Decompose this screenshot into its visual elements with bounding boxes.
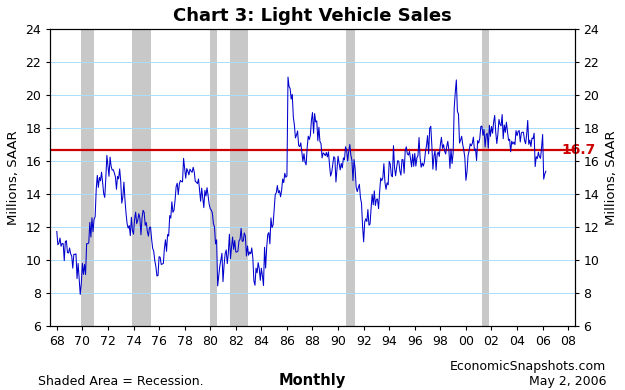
Y-axis label: Millions, SAAR: Millions, SAAR (7, 130, 20, 225)
Bar (132, 29, 151, 326)
Text: Monthly: Monthly (279, 373, 346, 388)
Bar (81, 29, 94, 326)
Text: 16.7: 16.7 (562, 143, 596, 157)
Bar (210, 29, 217, 326)
Bar (231, 29, 248, 326)
Text: Shaded Area = Recession.: Shaded Area = Recession. (38, 375, 203, 388)
Bar (482, 29, 489, 326)
Text: EconomicSnapshots.com
May 2, 2006: EconomicSnapshots.com May 2, 2006 (450, 360, 606, 388)
Bar (346, 29, 355, 326)
Title: Chart 3: Light Vehicle Sales: Chart 3: Light Vehicle Sales (173, 7, 452, 25)
Y-axis label: Millions, SAAR: Millions, SAAR (605, 130, 618, 225)
